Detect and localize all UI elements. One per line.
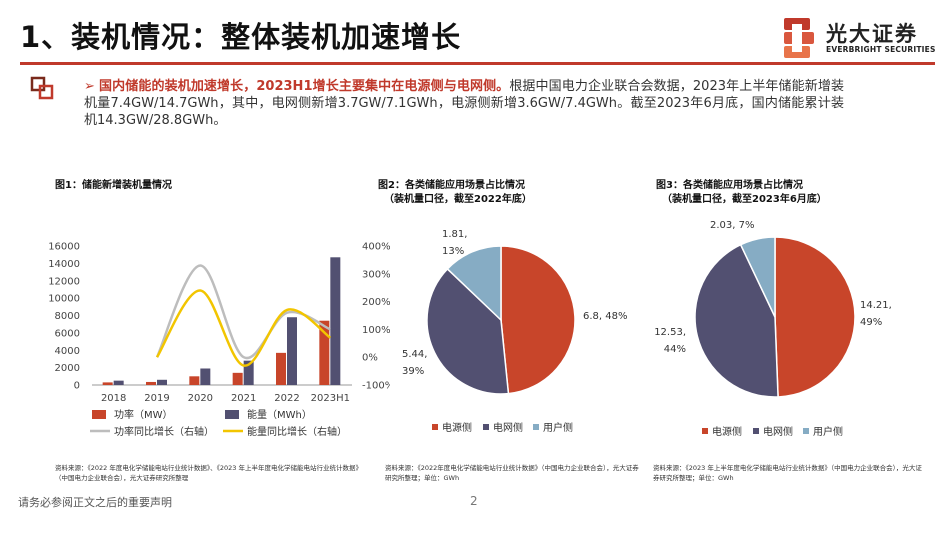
- legend-label: 功率同比增长（右轴）: [114, 425, 214, 438]
- logo-mark-gap: [792, 24, 802, 52]
- bar: [330, 257, 341, 385]
- page-title: 1、装机情况：整体装机加速增长: [20, 20, 462, 54]
- bar: [276, 352, 286, 385]
- bar: [189, 376, 200, 385]
- chart-pie-2022: 6.8, 48% 5.44, 39% 1.81, 13% 电源侧 电网侧 用户侧: [402, 229, 628, 434]
- legend-swatch: [533, 424, 539, 430]
- y-left-tick-label: 10000: [48, 294, 80, 305]
- legend-swatch: [432, 424, 438, 430]
- data-label: 2.03, 7%: [710, 220, 755, 231]
- y-right-tick-label: 200%: [362, 297, 390, 308]
- data-label: 39%: [402, 366, 424, 377]
- x-tick-label: 2022: [274, 393, 299, 404]
- legend-swatch: [803, 428, 809, 434]
- y-right-tick-label: 400%: [362, 242, 390, 253]
- fig3-title-line2: （装机量口径，截至2023年6月底）: [662, 194, 827, 205]
- pie-slice: [446, 245, 502, 322]
- fig2-title-line2: （装机量口径，截至2022年底）: [384, 194, 532, 205]
- y-left-tick-label: 14000: [48, 259, 80, 270]
- summary-body: 根据中国电力企业联合会数据，2023年上半年储能新增装机量7.4GW/14.7G…: [84, 79, 845, 128]
- data-label: 14.21,: [860, 300, 892, 311]
- bar: [102, 382, 113, 385]
- y-left-tick-label: 16000: [48, 242, 80, 253]
- legend-label: 功率（MW）: [114, 408, 173, 421]
- x-tick-label: 2018: [101, 393, 126, 404]
- data-label: 6.8, 48%: [583, 311, 628, 322]
- y-left-tick-label: 12000: [48, 276, 80, 287]
- fig1-source: 资料来源：《2022 年度电化学储能电站行业统计数据》、《2023 年上半年度电…: [55, 464, 362, 482]
- x-tick-label: 2023H1: [311, 393, 350, 404]
- pie-slice: [426, 267, 510, 395]
- series-line: [155, 264, 331, 360]
- legend-label: 电源侧: [712, 425, 742, 438]
- arrow-bullet-icon: ➢: [84, 79, 95, 94]
- y-right-tick-label: 0%: [362, 353, 378, 364]
- fig3-source: 资料来源：《2023 年上半年度电化学储能电站行业统计数据》（中国电力企业联合会…: [653, 464, 922, 482]
- summary-paragraph: ➢ 国内储能的装机加速增长，2023H1增长主要集中在电源侧与电网侧。根据中国电力…: [84, 78, 844, 129]
- page-number: 2: [470, 494, 478, 508]
- chart-new-installations: 0 2000 4000 6000 8000 10000 12000 14000 16000 -10…: [48, 242, 390, 439]
- legend-swatch: [702, 428, 708, 434]
- pie-slice: [774, 236, 856, 398]
- legend-label: 能量同比增长（右轴）: [247, 425, 347, 438]
- y-left-tick-label: 0: [74, 381, 80, 392]
- y-right-tick-label: 300%: [362, 269, 390, 280]
- y-left-tick-label: 2000: [55, 363, 80, 374]
- y-left-tick-label: 6000: [55, 328, 80, 339]
- data-label: 49%: [860, 317, 882, 328]
- fig2-title: 图2：各类储能应用场景占比情况 （装机量口径，截至2022年底）: [378, 179, 532, 207]
- data-label: 12.53,: [654, 327, 686, 338]
- title-divider: [20, 62, 935, 65]
- x-tick-label: 2021: [231, 393, 256, 404]
- bar: [157, 379, 167, 385]
- logo-text-en: EVERBRIGHT SECURITIES: [826, 45, 936, 54]
- fig3-title-line1: 图3：各类储能应用场景占比情况: [656, 180, 803, 191]
- data-label: 5.44,: [402, 349, 427, 360]
- fig2-source: 资料来源：《2022年度电化学储能电站行业统计数据》（中国电力企业联合会），光大…: [385, 464, 639, 482]
- bar: [287, 317, 297, 385]
- legend-label: 用户侧: [813, 425, 843, 438]
- chart-pie-2023h1: 14.21, 49% 12.53, 44% 2.03, 7% 电源侧 电网侧 用户侧: [654, 220, 892, 438]
- logo-text-cn: 光大证券: [826, 22, 918, 46]
- bar: [243, 360, 254, 385]
- series-line: [155, 289, 332, 367]
- bar: [113, 380, 124, 385]
- pie-slice: [500, 245, 576, 395]
- legend-label: 电源侧: [442, 421, 472, 434]
- data-label: 1.81,: [442, 229, 467, 240]
- y-right-tick-label: 100%: [362, 325, 390, 336]
- legend-swatch: [753, 428, 759, 434]
- y-right-tick-label: -100%: [362, 381, 390, 392]
- fig2-title-line1: 图2：各类储能应用场景占比情况: [378, 180, 525, 191]
- summary-highlight: 国内储能的装机加速增长，2023H1增长主要集中在电源侧与电网侧。: [98, 79, 510, 94]
- bar: [146, 381, 156, 385]
- fig1-title: 图1：储能新增装机量情况: [55, 180, 172, 191]
- everbright-logo: [784, 18, 814, 58]
- y-left-tick-label: 4000: [55, 346, 80, 357]
- pie-slice: [694, 243, 779, 398]
- x-tick-label: 2019: [144, 393, 169, 404]
- bar: [200, 368, 211, 385]
- data-label: 44%: [664, 344, 686, 355]
- y-left-tick-label: 8000: [55, 311, 80, 322]
- footer-disclaimer: 请务必参阅正文之后的重要声明: [18, 496, 172, 509]
- bar: [232, 372, 243, 385]
- legend-swatch: [483, 424, 489, 430]
- fig3-title: 图3：各类储能应用场景占比情况 （装机量口径，截至2023年6月底）: [656, 179, 827, 207]
- x-tick-label: 2020: [188, 393, 213, 404]
- data-label: 13%: [442, 246, 464, 257]
- legend-label: 用户侧: [543, 421, 573, 434]
- pie-slice: [739, 236, 776, 318]
- legend-swatch: [225, 410, 239, 419]
- legend-label: 电网侧: [493, 421, 523, 434]
- legend-label: 能量（MWh）: [247, 408, 312, 421]
- legend-label: 电网侧: [763, 425, 793, 438]
- legend-swatch: [92, 410, 106, 419]
- bullet-squares-icon: [30, 76, 54, 100]
- bar: [319, 320, 330, 385]
